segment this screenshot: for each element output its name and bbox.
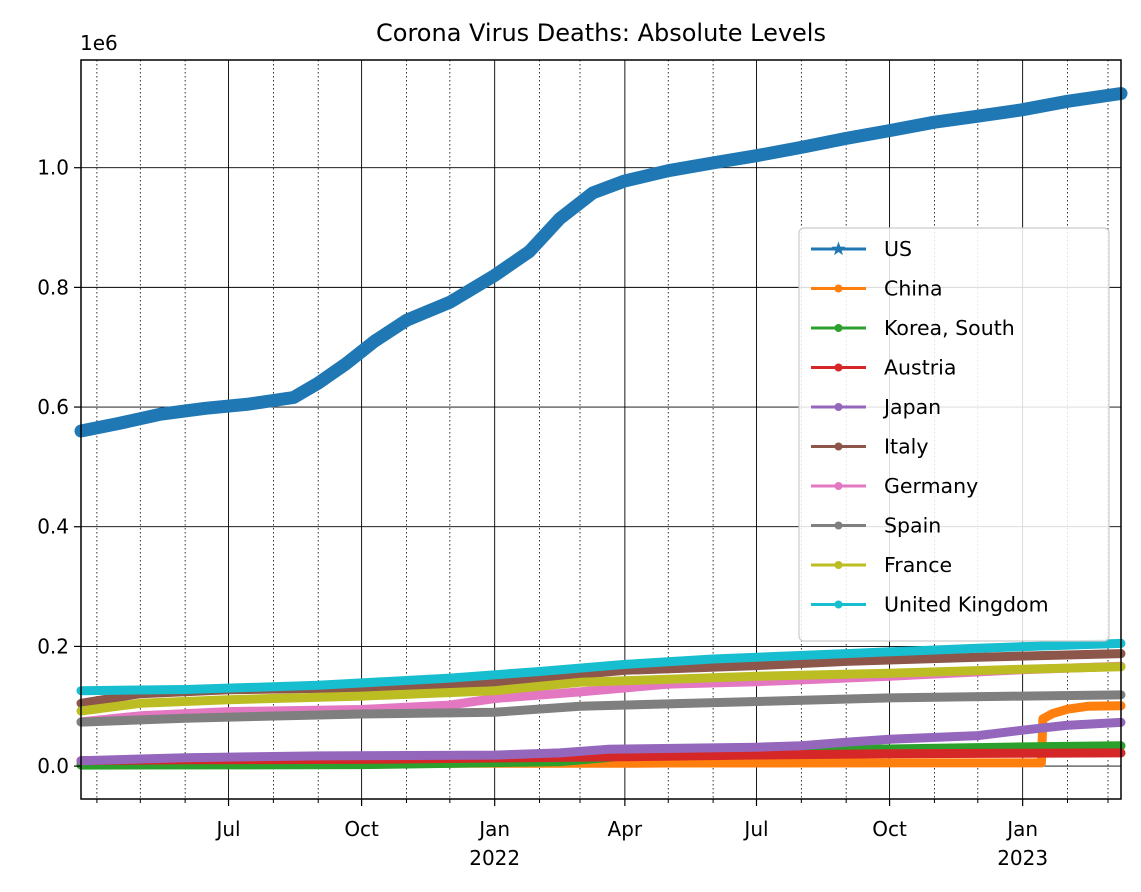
series-layer: [74, 87, 1128, 770]
y-tick-label: 1.0: [37, 156, 69, 180]
legend-dot-marker: [834, 324, 843, 332]
x-tick-label: Jan: [477, 817, 510, 841]
axes: Jul Oct Jan 2022 Apr Jul Oct Jan 2023 0.0 0.2 0.4 0.…: [37, 156, 1109, 870]
legend-box: [798, 227, 1110, 642]
legend-label: Japan: [882, 395, 941, 419]
x-tick-year-label: 2022: [469, 846, 520, 870]
legend-dot-marker: [834, 482, 843, 490]
y-tick-label: 0.6: [37, 395, 69, 419]
x-tick-label: Jan: [1005, 817, 1038, 841]
x-tick-label: Oct: [872, 817, 907, 841]
plot-frame: [80, 59, 1122, 800]
series-line: [76, 717, 1126, 766]
legend-dot-marker: [834, 403, 843, 411]
legend-label: US: [884, 237, 912, 261]
legend-label: United Kingdom: [884, 593, 1049, 617]
series-line: [76, 690, 1126, 727]
y-tick-label: 0.4: [37, 515, 69, 539]
x-tick-label: Jul: [214, 817, 240, 841]
x-tick-label: Apr: [608, 817, 643, 841]
legend-label: Korea, South: [884, 316, 1015, 340]
legend-label: China: [884, 277, 943, 301]
legend-dot-marker: [834, 284, 843, 293]
legend-dot-marker: [834, 521, 843, 530]
x-tick-label: Jul: [742, 817, 768, 841]
x-tick-year-label: 2023: [997, 846, 1048, 870]
y-tick-label: 0.0: [37, 754, 69, 778]
series-line: [76, 638, 1126, 696]
x-tick-label: Oct: [344, 817, 379, 841]
series-line: [76, 662, 1126, 716]
legend-label: Germany: [884, 474, 978, 498]
legend-label: Italy: [884, 435, 928, 459]
legend-dot-marker: [834, 442, 843, 451]
y-tick-label: 0.2: [37, 634, 69, 658]
legend-label: Austria: [884, 356, 956, 380]
legend-dot-marker: [834, 363, 843, 372]
legend: US China Korea, South Austria Japan Italy Germ…: [798, 227, 1110, 642]
y-axis-offset-label: 1e6: [80, 31, 118, 55]
legend-dot-marker: [834, 561, 843, 569]
legend-star-marker: [831, 241, 846, 256]
legend-dot-marker: [834, 600, 843, 609]
series-line: [74, 87, 1128, 438]
legend-label: France: [884, 553, 952, 577]
y-tick-label: 0.8: [37, 275, 69, 299]
legend-label: Spain: [884, 514, 941, 538]
chart-title: Corona Virus Deaths: Absolute Levels: [376, 19, 826, 47]
series-line: [76, 701, 1126, 768]
